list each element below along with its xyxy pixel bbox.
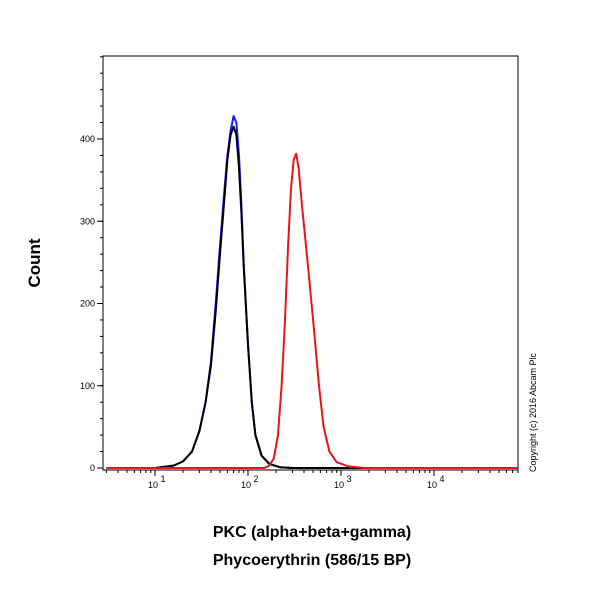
x-tick-exponent: 4 xyxy=(439,474,444,484)
series-layer xyxy=(106,115,518,469)
y-tick-label: 200 xyxy=(80,299,95,309)
x-tick-exponent: 1 xyxy=(160,474,165,484)
y-axis-ticks: 0 100 200 300 400 xyxy=(80,56,103,473)
y-tick-label: 300 xyxy=(80,216,95,226)
series-line-1 xyxy=(106,115,518,469)
x-tick-label: 10 xyxy=(427,480,437,490)
x-tick-label: 10 xyxy=(241,480,251,490)
y-tick-label: 0 xyxy=(90,463,95,473)
x-axis-title-line-1: PKC (alpha+beta+gamma) xyxy=(213,524,411,541)
plot-frame xyxy=(102,55,519,471)
y-tick-label: 100 xyxy=(80,381,95,391)
y-tick-label: 400 xyxy=(80,134,95,144)
series-line-3 xyxy=(106,152,518,469)
x-axis-title-line-2: Phycoerythrin (586/15 BP) xyxy=(213,552,411,569)
x-tick-label: 10 xyxy=(148,480,158,490)
x-tick-label: 10 xyxy=(334,480,344,490)
copyright-notice: Copyright (c) 2016 Abcam Plc xyxy=(528,352,538,472)
x-tick-exponent: 2 xyxy=(253,474,258,484)
x-tick-exponent: 3 xyxy=(346,474,351,484)
series-line-2 xyxy=(106,125,518,469)
y-axis-title: Count xyxy=(25,238,44,287)
